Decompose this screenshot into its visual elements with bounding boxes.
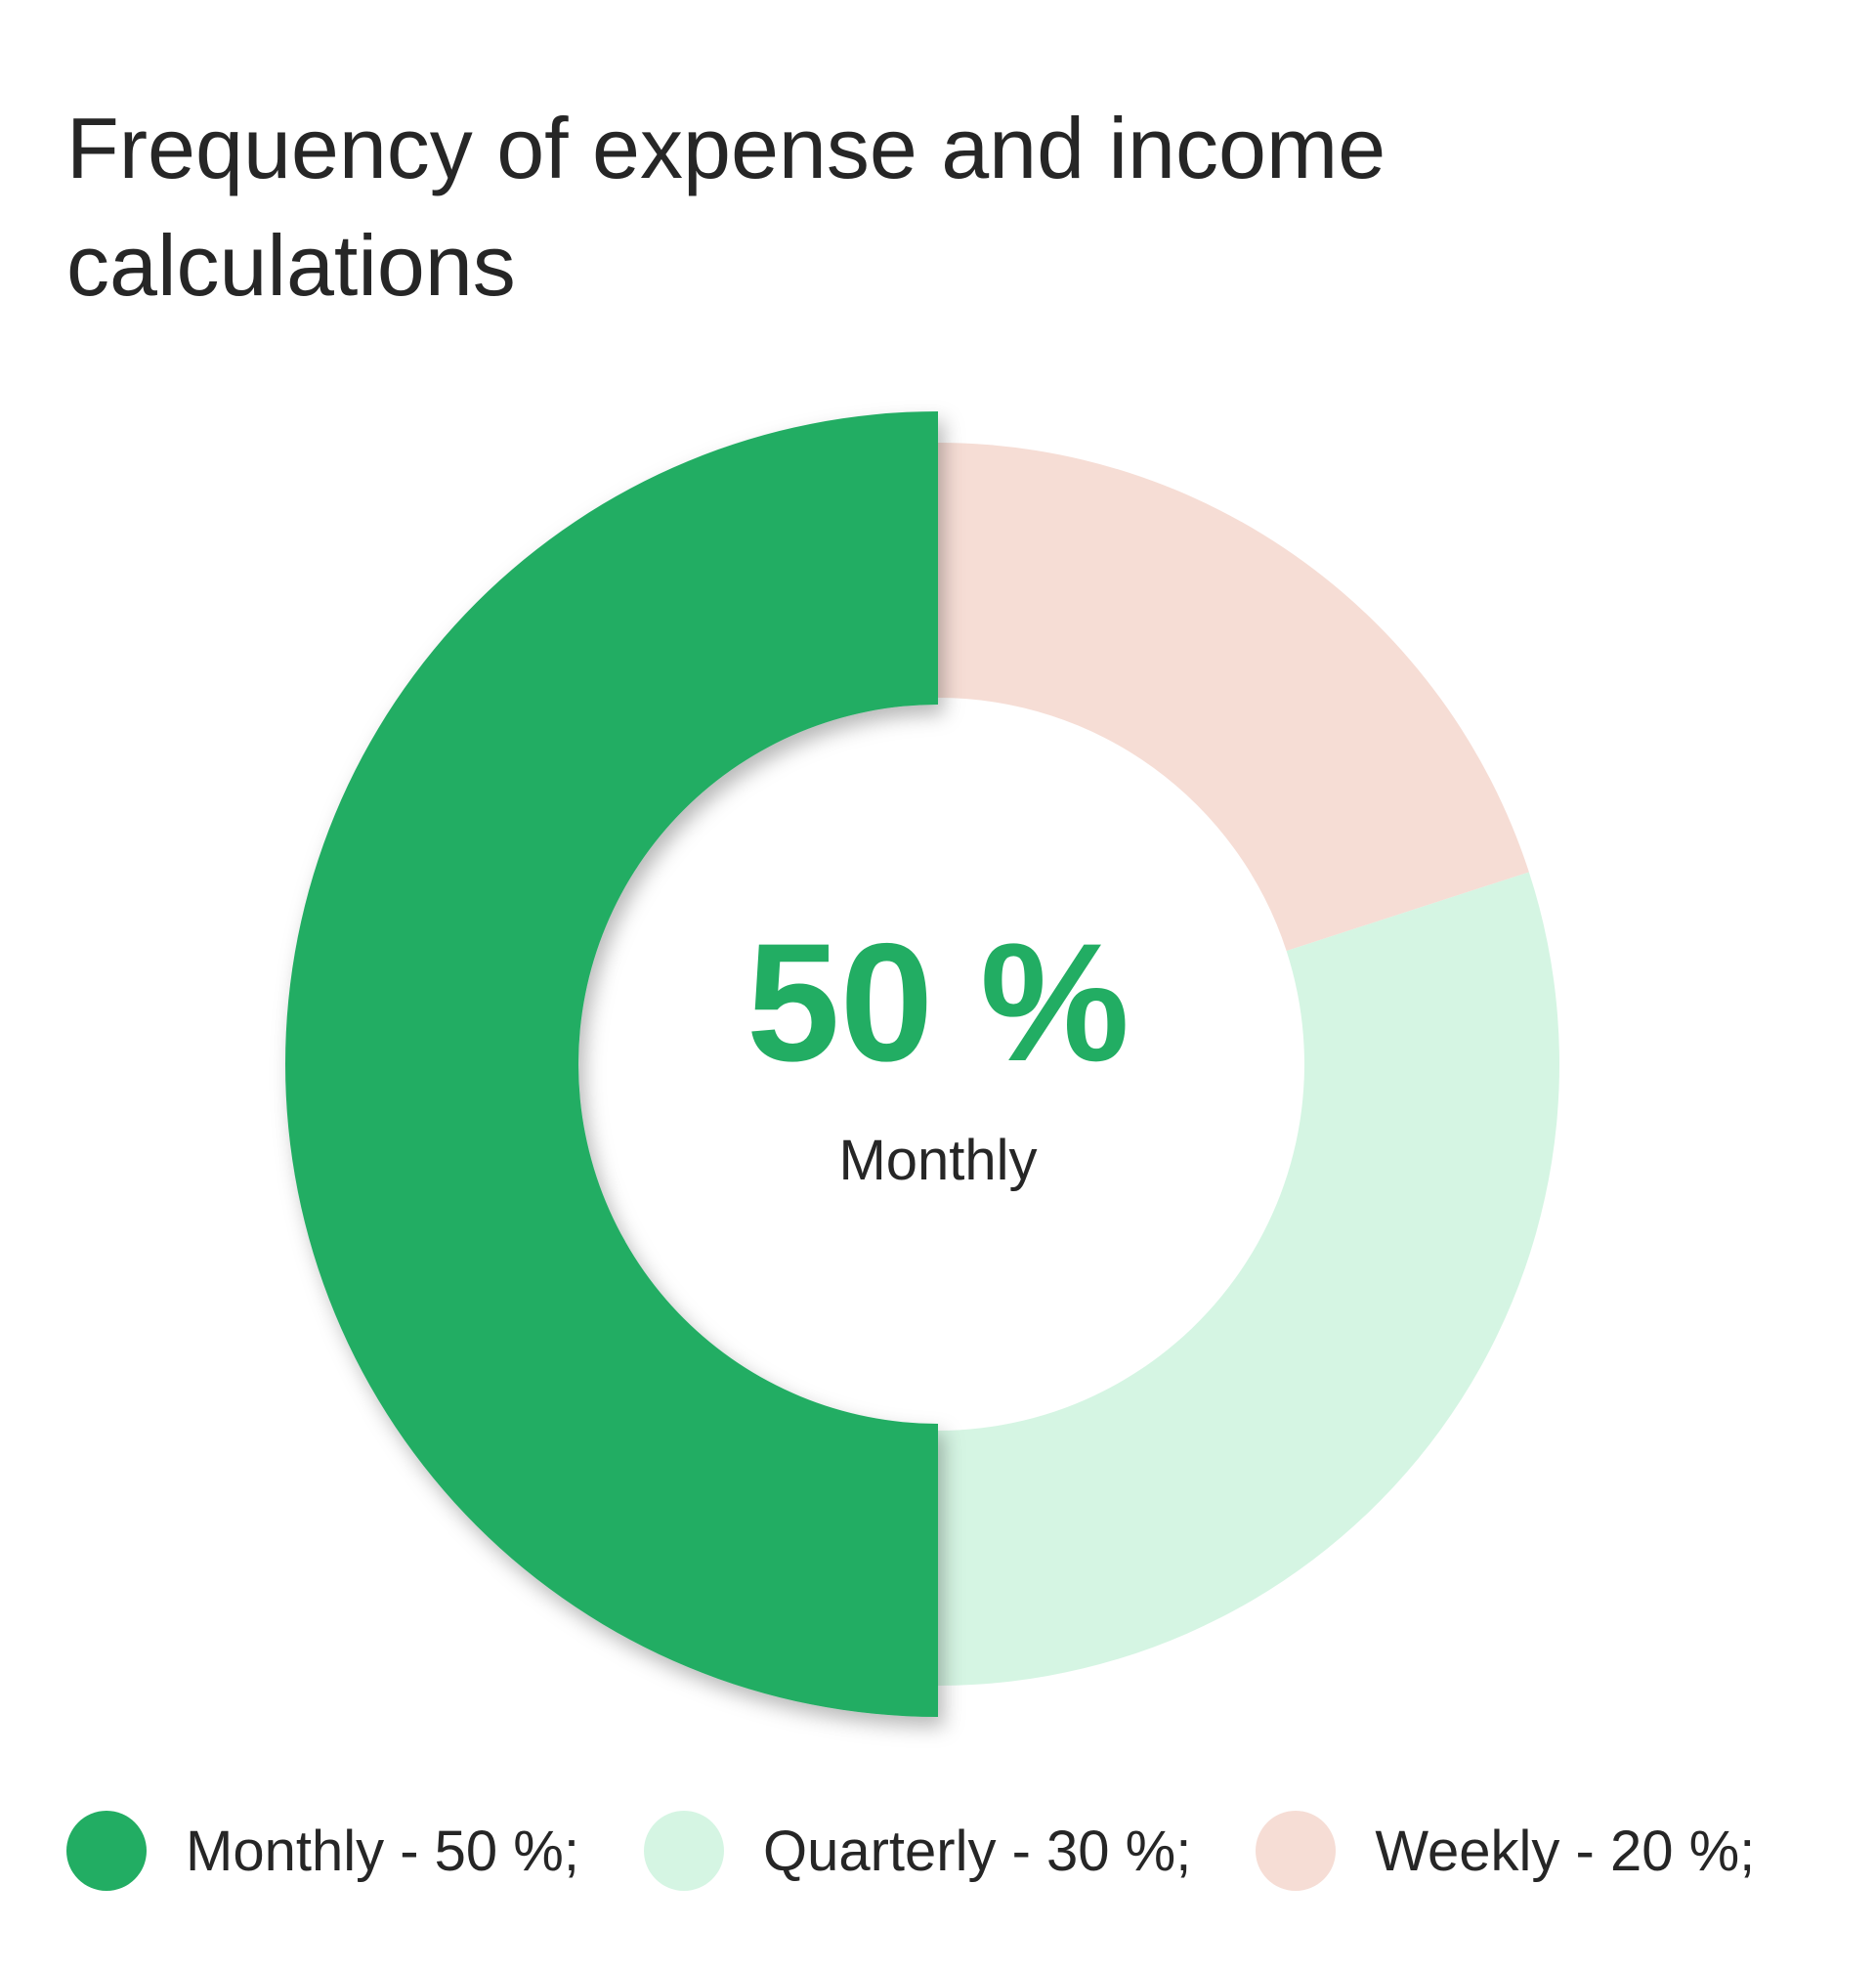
legend-swatch-quarterly bbox=[643, 1811, 724, 1891]
legend-item-quarterly: Quarterly - 30 %; bbox=[643, 1811, 1192, 1891]
chart-title: Frequency of expense and income calculat… bbox=[66, 100, 1386, 314]
center-label: Monthly bbox=[838, 1129, 1037, 1192]
legend-label-quarterly: Quarterly - 30 %; bbox=[762, 1819, 1192, 1883]
center-value: 50 % bbox=[746, 909, 1130, 1096]
slice-weekly bbox=[938, 443, 1529, 952]
legend-label-monthly: Monthly - 50 %; bbox=[186, 1819, 579, 1883]
donut-chart: 50 % Monthly bbox=[285, 411, 1559, 1717]
legend-item-weekly: Weekly - 20 %; bbox=[1256, 1811, 1755, 1891]
legend-swatch-monthly bbox=[66, 1811, 147, 1891]
legend-item-monthly: Monthly - 50 %; bbox=[66, 1811, 579, 1891]
legend: Monthly - 50 %; Quarterly - 30 %; Weekly… bbox=[66, 1810, 1819, 1892]
legend-swatch-weekly bbox=[1256, 1811, 1337, 1891]
legend-label-weekly: Weekly - 20 %; bbox=[1375, 1819, 1756, 1883]
slice-monthly bbox=[285, 411, 938, 1717]
slice-quarterly bbox=[938, 872, 1559, 1686]
